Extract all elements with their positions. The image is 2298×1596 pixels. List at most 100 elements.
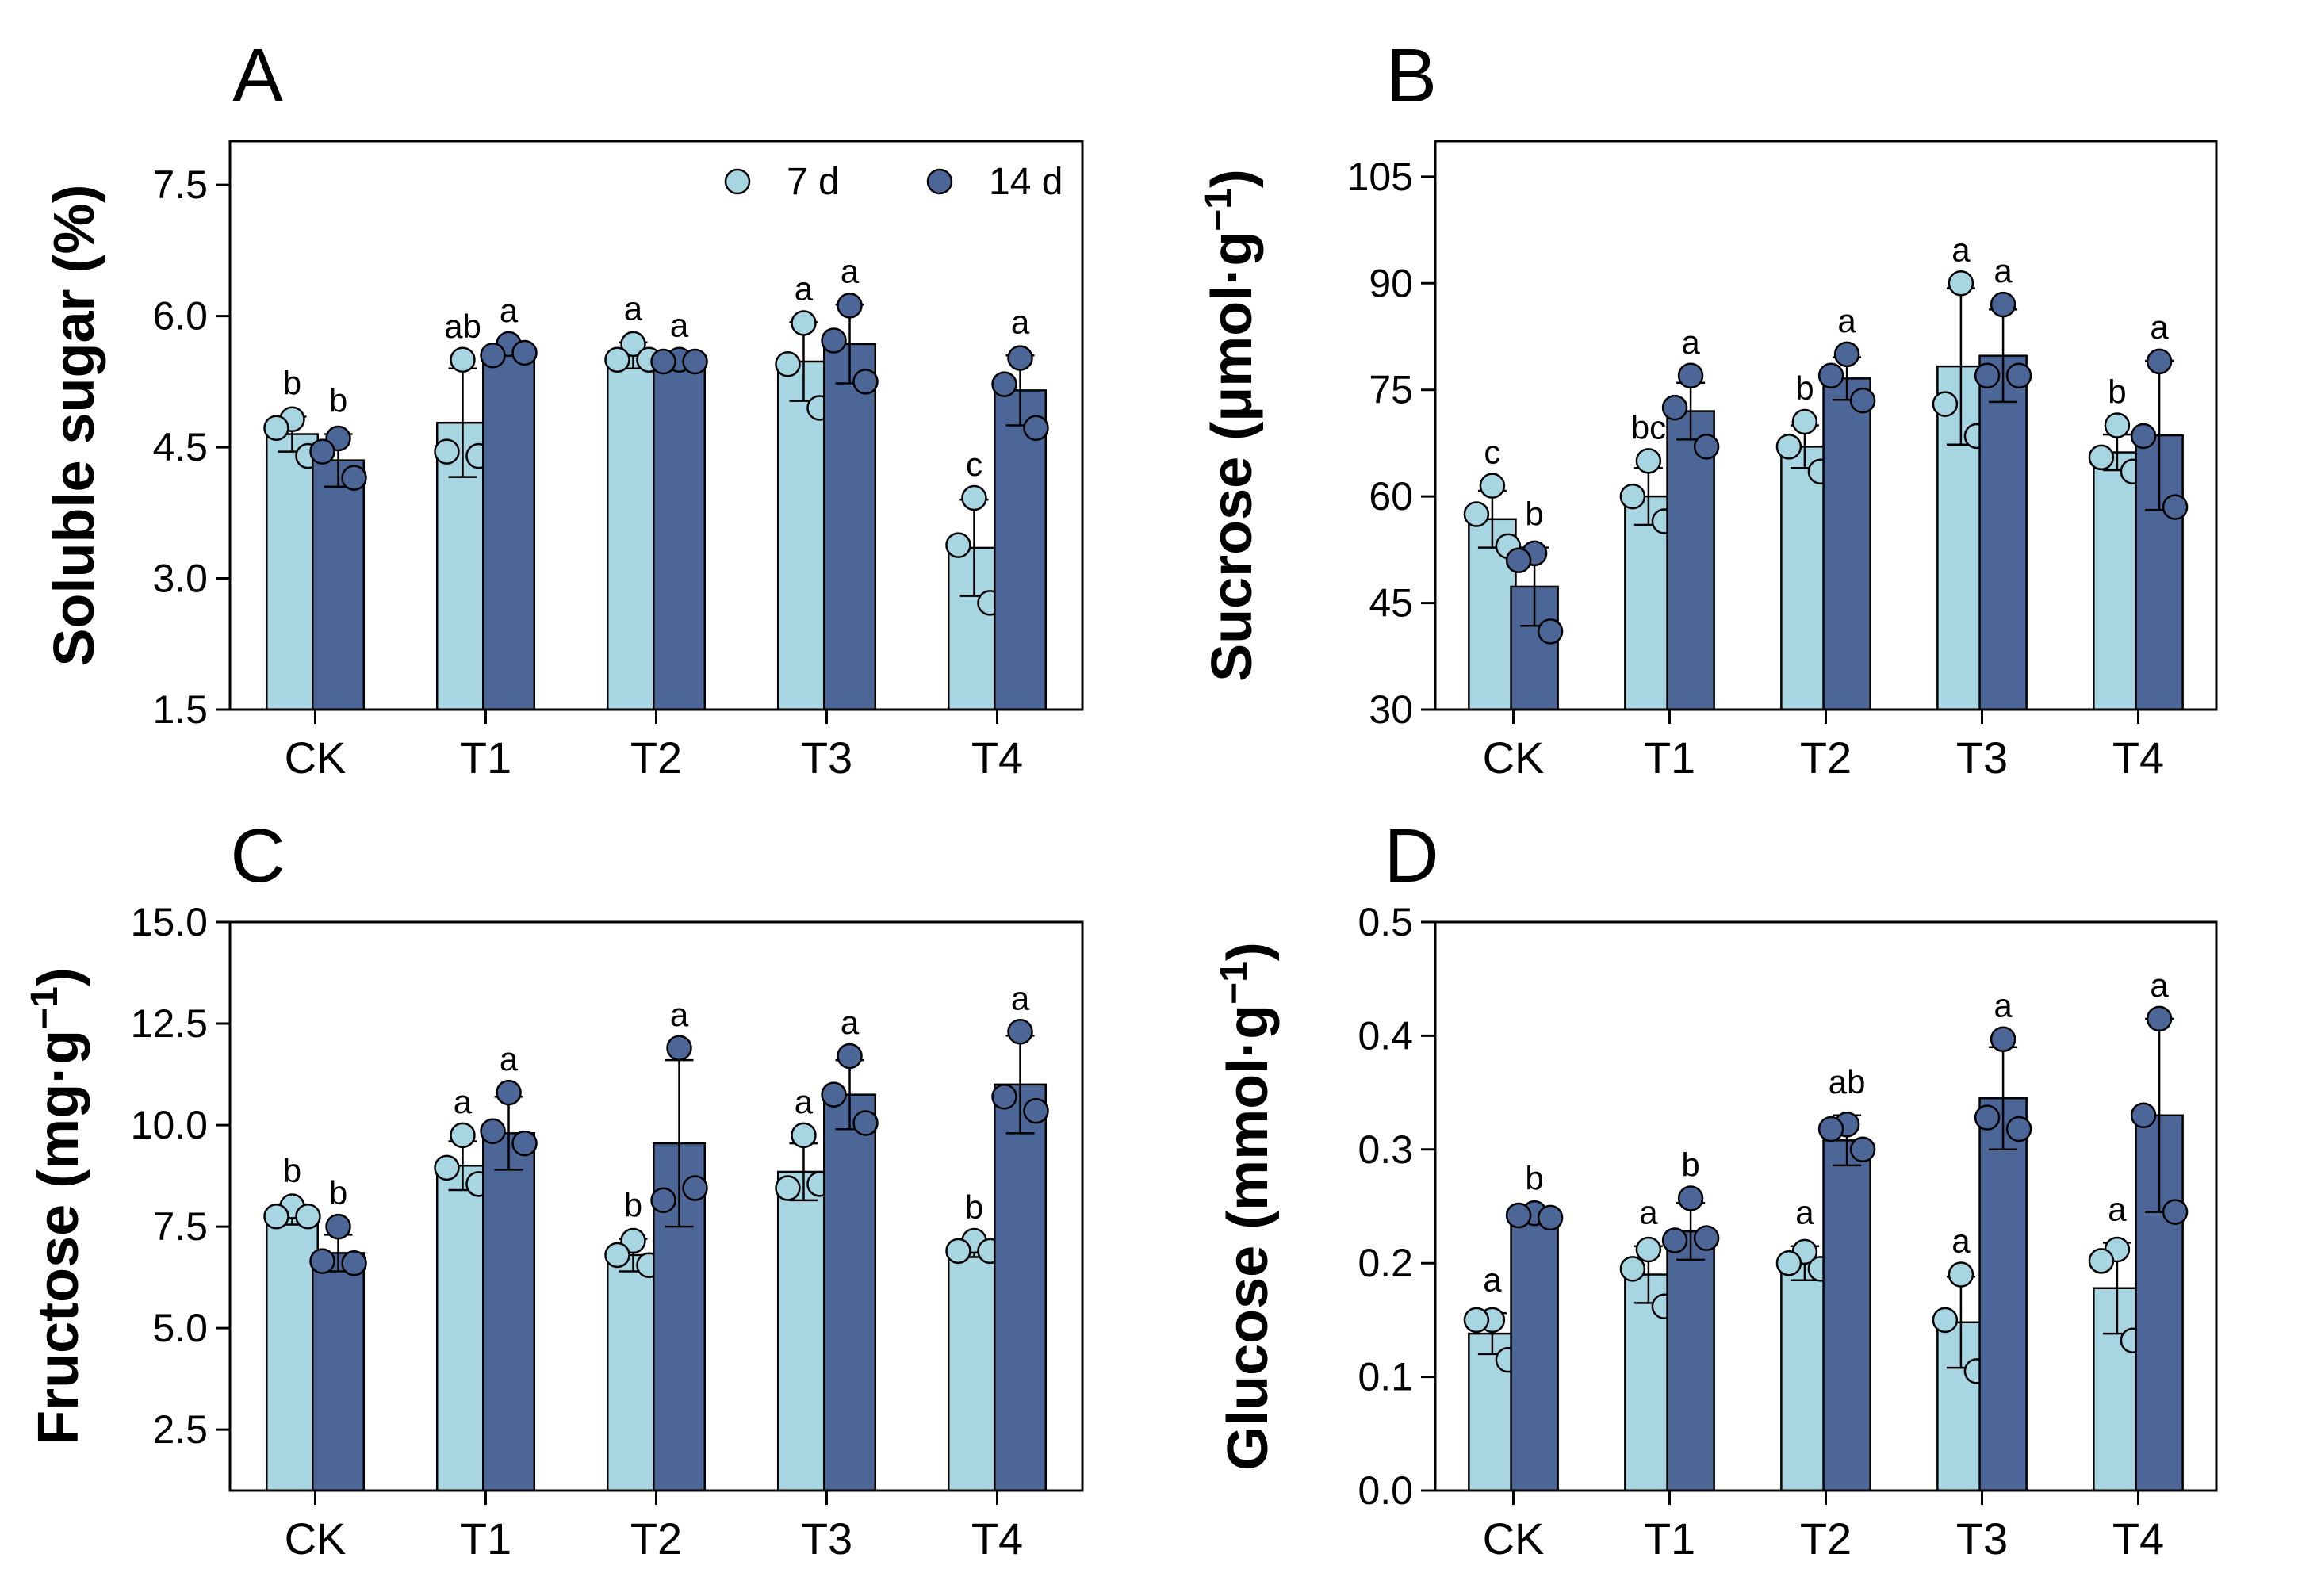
y-tick-label: 0.4 bbox=[1358, 1013, 1413, 1058]
x-tick-label: T3 bbox=[1956, 733, 2008, 783]
panel-letter: C bbox=[230, 813, 285, 898]
data-point bbox=[1007, 1019, 1033, 1045]
data-point bbox=[1817, 1116, 1844, 1142]
significance-letter: a bbox=[1795, 1194, 1814, 1231]
data-point bbox=[2146, 1005, 2173, 1032]
panel-B: B Sucrose (μmol·g−1) 30 45 60 75 90 105 CK T1 T2 T3… bbox=[1197, 33, 2218, 783]
legend-marker bbox=[724, 168, 751, 195]
data-point bbox=[1974, 362, 2001, 389]
data-point bbox=[2104, 412, 2131, 438]
data-point bbox=[1677, 362, 1704, 389]
x-tick-label: T3 bbox=[1956, 1514, 2008, 1563]
data-point bbox=[309, 438, 335, 465]
significance-letter: c bbox=[966, 446, 982, 483]
y-axis-label-close: ) bbox=[1216, 942, 1280, 961]
data-point bbox=[511, 339, 538, 366]
y-tick-label: 0.5 bbox=[1358, 900, 1413, 944]
x-tick-label: T2 bbox=[630, 1514, 682, 1563]
panel-C: C Fructose (mg·g−1) 2.5 5.0 7.5 10.0 12.5 15.0 C… bbox=[24, 813, 1084, 1563]
significance-letter: c bbox=[1484, 434, 1500, 471]
y-tick-label: 10.0 bbox=[131, 1103, 208, 1147]
data-point bbox=[961, 484, 987, 511]
data-point bbox=[775, 351, 801, 377]
data-point bbox=[1463, 1307, 1490, 1334]
data-point bbox=[1023, 1097, 1049, 1124]
bar bbox=[994, 1083, 1048, 1492]
y-axis-label-text: Fructose (mg·g bbox=[27, 1030, 90, 1445]
data-point bbox=[1948, 1261, 1974, 1288]
y-tick-label: 3.0 bbox=[152, 557, 208, 601]
data-point bbox=[295, 1204, 321, 1230]
bar bbox=[1978, 1097, 2028, 1492]
data-point bbox=[341, 1250, 367, 1276]
significance-letter: b bbox=[329, 1174, 347, 1211]
significance-letter: b bbox=[1525, 496, 1543, 533]
data-point bbox=[1537, 618, 1564, 645]
y-axis-label-text: Sucrose (μmol·g bbox=[1201, 232, 1264, 682]
significance-letter: b bbox=[965, 1188, 983, 1226]
data-point bbox=[945, 532, 971, 558]
panel-letter: B bbox=[1386, 33, 1437, 118]
data-point bbox=[2005, 1116, 2032, 1142]
y-axis-label: Soluble sugar (%) bbox=[43, 184, 106, 666]
data-point bbox=[434, 438, 460, 465]
y-axis-label: Glucose (mmol·g−1) bbox=[1213, 942, 1281, 1471]
plot-frame bbox=[1434, 140, 2218, 711]
significance-letter: b bbox=[329, 382, 347, 419]
significance-letter: b bbox=[1681, 1146, 1699, 1183]
significance-letter: a bbox=[2150, 308, 2169, 346]
significance-letter: a bbox=[1011, 979, 1030, 1016]
data-point bbox=[1948, 270, 1974, 297]
data-point bbox=[480, 343, 506, 369]
x-tick-label: T4 bbox=[971, 733, 1023, 783]
significance-letter: a bbox=[2108, 1190, 2127, 1227]
y-tick-label: 7.5 bbox=[152, 163, 208, 207]
significance-letter: bc bbox=[1631, 408, 1666, 446]
data-point bbox=[791, 1122, 817, 1149]
y-tick-label: 45 bbox=[1369, 581, 1413, 626]
y-axis-label-close: ) bbox=[1201, 169, 1264, 188]
data-point bbox=[1537, 1204, 1564, 1231]
data-point bbox=[2146, 348, 2173, 375]
significance-letter: a bbox=[1483, 1261, 1502, 1298]
data-point bbox=[2088, 444, 2115, 471]
data-point bbox=[821, 1081, 847, 1108]
y-tick-label: 0.0 bbox=[1358, 1468, 1413, 1513]
x-tick-label: T1 bbox=[1644, 733, 1695, 783]
bar bbox=[482, 1132, 536, 1492]
data-point bbox=[1619, 1256, 1646, 1282]
bar bbox=[1780, 1261, 1829, 1492]
significance-letter: ab bbox=[1829, 1063, 1866, 1100]
data-point bbox=[325, 1213, 351, 1240]
data-point bbox=[2130, 1102, 2157, 1129]
y-tick-label: 0.1 bbox=[1358, 1355, 1413, 1399]
significance-letter: a bbox=[1837, 302, 1856, 339]
data-point bbox=[1990, 1026, 2016, 1052]
plot-frame bbox=[1434, 920, 2218, 1492]
data-point bbox=[666, 1035, 692, 1062]
panel-letter: A bbox=[232, 33, 283, 118]
bar bbox=[2093, 451, 2142, 711]
significance-letter: a bbox=[795, 270, 814, 307]
x-tick-label: T2 bbox=[630, 733, 682, 783]
x-tick-label: T3 bbox=[801, 1514, 852, 1563]
y-axis-label: Fructose (mg·g−1) bbox=[24, 967, 91, 1445]
significance-letter: a bbox=[1011, 303, 1030, 340]
bar bbox=[1822, 377, 1871, 711]
data-point bbox=[511, 1130, 538, 1157]
data-point bbox=[650, 1187, 676, 1214]
data-point bbox=[1990, 291, 2016, 318]
panel-letter: D bbox=[1384, 813, 1438, 898]
data-point bbox=[837, 1043, 863, 1070]
bar bbox=[606, 354, 660, 711]
data-point bbox=[341, 465, 367, 491]
data-point bbox=[1932, 1307, 1959, 1334]
y-tick-label: 15.0 bbox=[131, 900, 208, 944]
y-axis-label: Sucrose (μmol·g−1) bbox=[1197, 169, 1265, 682]
significance-letter: b bbox=[1525, 1160, 1543, 1197]
significance-letter: b bbox=[2108, 373, 2126, 411]
data-point bbox=[791, 310, 817, 336]
x-tick-label: T2 bbox=[1800, 1514, 1852, 1563]
y-axis-label-superscript: −1 bbox=[24, 986, 66, 1030]
